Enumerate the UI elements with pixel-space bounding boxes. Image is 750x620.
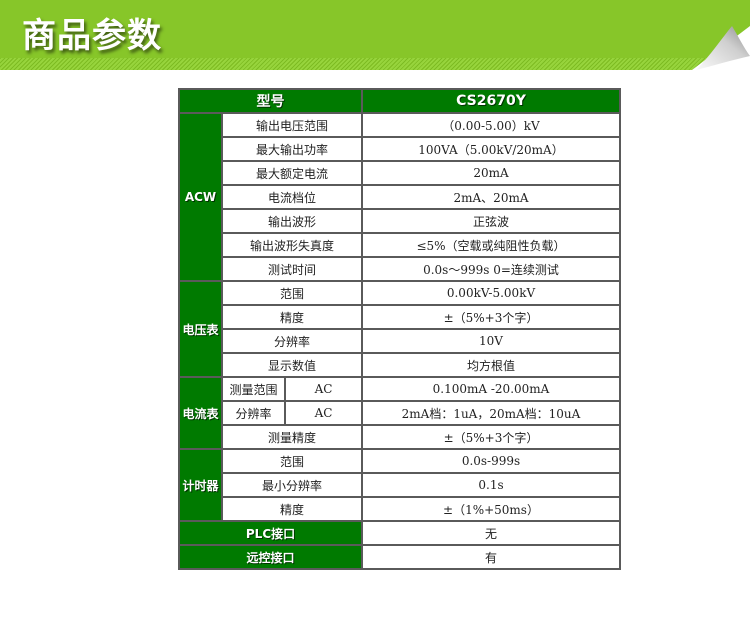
plc-value: 无 — [361, 520, 621, 546]
param-label: 输出波形 — [221, 208, 363, 234]
table-row: 精度 ±（5%+3个字） — [179, 304, 621, 330]
table-row: 精度 ±（1%+50ms） — [179, 496, 621, 522]
param-value: 均方根值 — [361, 352, 621, 378]
param-value: 正弦波 — [361, 208, 621, 234]
param-value: 0.0s～999s 0=连续测试 — [361, 256, 621, 282]
param-value: 10V — [361, 328, 621, 354]
param-value: 0.1s — [361, 472, 621, 498]
banner: 商品参数 — [0, 0, 750, 70]
param-label: 测量精度 — [221, 424, 363, 450]
group-label-voltmeter: 电压表 — [178, 280, 223, 378]
param-value: ±（5%+3个字） — [361, 304, 621, 330]
page-title: 商品参数 — [22, 16, 162, 56]
table-row: 分辨率 10V — [179, 328, 621, 354]
table-row: 测试时间 0.0s～999s 0=连续测试 — [179, 256, 621, 282]
table-row: 测量精度 ±（5%+3个字） — [179, 424, 621, 450]
param-label: 显示数值 — [221, 352, 363, 378]
table-row: 显示数值 均方根值 — [179, 352, 621, 378]
param-label: 测试时间 — [221, 256, 363, 282]
table-row: 最小分辨率 0.1s — [179, 472, 621, 498]
param-value: 20mA — [361, 160, 621, 186]
param-label: 最大输出功率 — [221, 136, 363, 162]
table-row: 电流表 测量范围 AC 0.100mA -20.00mA — [178, 376, 621, 450]
table-row: 输出波形 正弦波 — [179, 208, 621, 234]
param-value: ±（1%+50ms） — [361, 496, 621, 522]
table-row: 分辨率 AC 2mA档：1uA，20mA档：10uA — [179, 400, 621, 426]
banner-stripe — [0, 58, 750, 70]
table-row: 最大输出功率 100VA（5.00kV/20mA） — [179, 136, 621, 162]
param-value: 0.100mA -20.00mA — [361, 376, 621, 402]
header-model: CS2670Y — [361, 88, 621, 114]
table-header-row: 型号 CS2670Y — [178, 88, 621, 114]
table-row: 远控接口有 — [178, 544, 621, 570]
param-label: 最小分辨率 — [221, 472, 363, 498]
plc-label: PLC接口 — [178, 520, 363, 546]
param-label: 分辨率 — [221, 400, 286, 426]
group-label-ammeter: 电流表 — [178, 376, 223, 450]
spec-table: 型号 CS2670Y ACW 输出电压范围 （0.00-5.00）kV 最大输出功率 1… — [178, 88, 621, 570]
param-sub-label: AC — [284, 400, 363, 426]
table-row: ACW 输出电压范围 （0.00-5.00）kV — [178, 112, 621, 282]
table-row: 最大额定电流 20mA — [179, 160, 621, 186]
param-value: 0.00kV-5.00kV — [361, 280, 621, 306]
param-label: 输出波形失真度 — [221, 232, 363, 258]
table-row: PLC接口无 — [178, 520, 621, 546]
param-value: ±（5%+3个字） — [361, 424, 621, 450]
param-value: 2mA档：1uA，20mA档：10uA — [361, 400, 621, 426]
param-label: 精度 — [221, 304, 363, 330]
param-value: ≤5%（空载或纯阻性负载） — [361, 232, 621, 258]
group-label-acw: ACW — [178, 112, 223, 282]
remote-value: 有 — [361, 544, 621, 570]
param-label: 分辨率 — [221, 328, 363, 354]
param-label: 范围 — [221, 448, 363, 474]
page-curl-icon — [692, 26, 750, 70]
param-sub-label: AC — [284, 376, 363, 402]
param-label: 最大额定电流 — [221, 160, 363, 186]
remote-label: 远控接口 — [178, 544, 363, 570]
param-label: 输出电压范围 — [221, 112, 363, 138]
header-label: 型号 — [178, 88, 363, 114]
param-value: 100VA（5.00kV/20mA） — [361, 136, 621, 162]
param-value: （0.00-5.00）kV — [361, 112, 621, 138]
param-label: 精度 — [221, 496, 363, 522]
group-label-timer: 计时器 — [178, 448, 223, 522]
table-row: 电压表 范围 0.00kV-5.00kV — [178, 280, 621, 378]
table-row: 输出波形失真度 ≤5%（空载或纯阻性负载） — [179, 232, 621, 258]
param-value: 2mA、20mA — [361, 184, 621, 210]
param-label: 测量范围 — [221, 376, 286, 402]
param-label: 电流档位 — [221, 184, 363, 210]
table-row: 计时器 范围 0.0s-999s — [178, 448, 621, 522]
table-row: 电流档位 2mA、20mA — [179, 184, 621, 210]
param-value: 0.0s-999s — [361, 448, 621, 474]
param-label: 范围 — [221, 280, 363, 306]
